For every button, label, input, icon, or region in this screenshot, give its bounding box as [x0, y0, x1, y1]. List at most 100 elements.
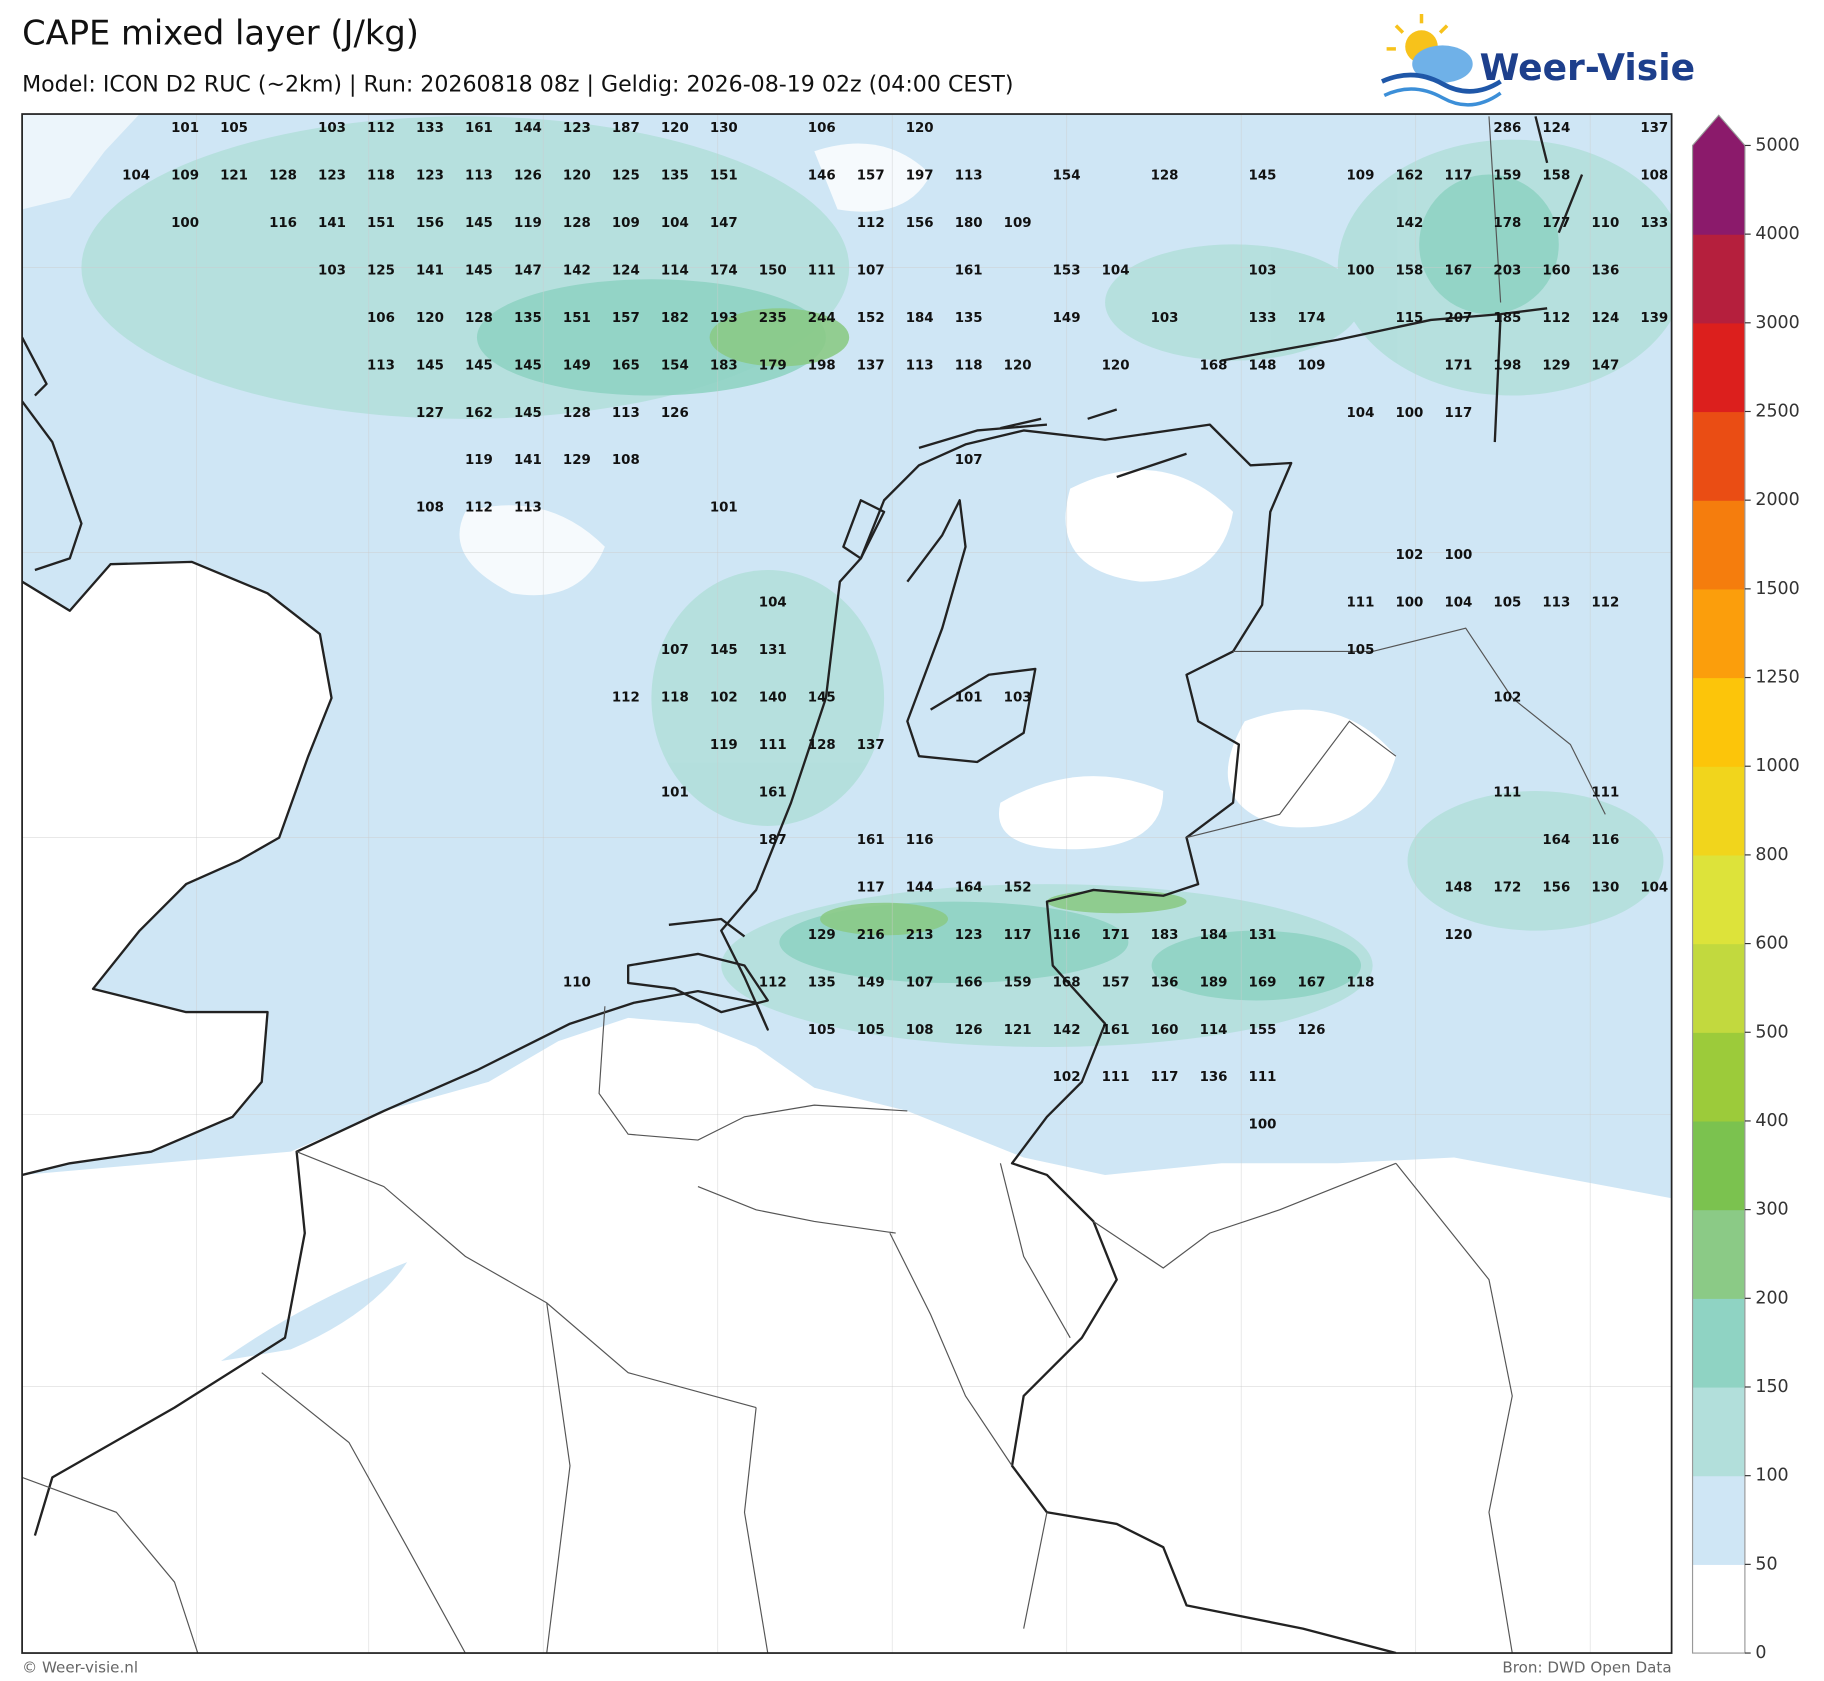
cape-label: 127 — [416, 406, 444, 421]
cape-label: 140 — [759, 691, 787, 706]
colorbar-tick-label: 1500 — [1755, 579, 1799, 599]
cape-label: 144 — [906, 880, 934, 895]
colorbar-tick-label: 200 — [1755, 1288, 1788, 1308]
cape-label: 145 — [514, 406, 542, 421]
cape-label: 167 — [1298, 975, 1326, 990]
cape-label: 184 — [906, 311, 934, 326]
cape-label: 105 — [220, 121, 248, 136]
cape-label: 154 — [1053, 168, 1081, 183]
colorbar-segment — [1692, 500, 1745, 590]
colorbar-outline — [1691, 114, 1746, 1654]
cape-label: 179 — [759, 358, 787, 373]
colorbar-segment — [1692, 588, 1745, 679]
cape-label: 111 — [759, 738, 787, 753]
cape-label: 197 — [906, 168, 934, 183]
cape-label: 130 — [1591, 880, 1619, 895]
cape-label: 124 — [1591, 311, 1619, 326]
cape-label: 107 — [857, 263, 885, 278]
colorbar-tick-label: 4000 — [1755, 224, 1799, 244]
cape-label: 161 — [955, 263, 983, 278]
cape-label: 120 — [906, 121, 934, 136]
cape-label: 139 — [1640, 311, 1668, 326]
cape-label: 146 — [808, 168, 836, 183]
colorbar-tick-label: 100 — [1755, 1466, 1788, 1486]
cape-label: 102 — [1493, 691, 1521, 706]
cape-label: 161 — [465, 121, 493, 136]
cape-label: 113 — [955, 168, 983, 183]
cape-label: 113 — [514, 501, 542, 516]
cape-label: 107 — [661, 643, 689, 658]
cape-label: 117 — [1004, 928, 1032, 943]
cape-label: 128 — [1151, 168, 1179, 183]
cape-label: 117 — [857, 880, 885, 895]
cape-label: 118 — [367, 168, 395, 183]
cape-label: 203 — [1493, 263, 1521, 278]
cape-label: 161 — [857, 833, 885, 848]
cape-label: 100 — [1395, 406, 1423, 421]
cape-label: 126 — [955, 1023, 983, 1038]
cape-label: 104 — [1346, 406, 1374, 421]
cape-label: 121 — [220, 168, 248, 183]
cape-label: 171 — [1444, 358, 1472, 373]
cape-label: 116 — [1053, 928, 1081, 943]
logo-text: Weer-Visie — [1480, 47, 1695, 89]
cape-label: 104 — [1102, 263, 1130, 278]
cape-label: 117 — [1444, 406, 1472, 421]
cape-label: 105 — [857, 1023, 885, 1038]
cape-label: 116 — [269, 216, 297, 231]
subtitle: Model: ICON D2 RUC (~2km) | Run: 2026081… — [22, 71, 1013, 97]
colorbar-tick-label: 600 — [1755, 934, 1788, 954]
cape-label: 157 — [612, 311, 640, 326]
cape-label: 104 — [1444, 596, 1472, 611]
cape-label: 120 — [661, 121, 689, 136]
cape-label: 147 — [1591, 358, 1619, 373]
cape-label: 107 — [906, 975, 934, 990]
cape-label: 183 — [710, 358, 738, 373]
colorbar-tick-label: 800 — [1755, 845, 1788, 865]
cape-label: 119 — [514, 216, 542, 231]
cape-label: 112 — [1591, 596, 1619, 611]
cape-label: 105 — [1346, 643, 1374, 658]
cape-label: 102 — [710, 691, 738, 706]
cape-label: 137 — [857, 358, 885, 373]
cape-label: 161 — [759, 785, 787, 800]
cape-label: 104 — [1640, 880, 1668, 895]
cape-label: 109 — [612, 216, 640, 231]
cape-label: 165 — [612, 358, 640, 373]
cape-label: 135 — [955, 311, 983, 326]
cape-label: 104 — [122, 168, 150, 183]
cape-label: 117 — [1444, 168, 1472, 183]
cape-label: 120 — [1004, 358, 1032, 373]
cape-label: 136 — [1591, 263, 1619, 278]
cape-label: 157 — [857, 168, 885, 183]
cape-label: 178 — [1493, 216, 1521, 231]
cape-label: 110 — [1591, 216, 1619, 231]
cape-label: 105 — [808, 1023, 836, 1038]
cape-label: 164 — [1542, 833, 1570, 848]
cape-label: 142 — [1053, 1023, 1081, 1038]
cape-label: 136 — [1151, 975, 1179, 990]
cape-label: 145 — [514, 358, 542, 373]
cape-label: 118 — [955, 358, 983, 373]
cape-label: 112 — [1542, 311, 1570, 326]
cape-label: 164 — [955, 880, 983, 895]
cape-label: 125 — [367, 263, 395, 278]
cape-label: 161 — [1102, 1023, 1130, 1038]
cape-label: 120 — [416, 311, 444, 326]
cape-label: 166 — [955, 975, 983, 990]
cape-label: 216 — [857, 928, 885, 943]
cape-label: 106 — [367, 311, 395, 326]
cape-label: 108 — [612, 453, 640, 468]
colorbar-tick-label: 500 — [1755, 1022, 1788, 1042]
cape-label: 130 — [710, 121, 738, 136]
cape-label: 145 — [416, 358, 444, 373]
cape-label: 185 — [1493, 311, 1521, 326]
cape-label: 152 — [857, 311, 885, 326]
cape-label: 189 — [1200, 975, 1228, 990]
cape-label: 141 — [514, 453, 542, 468]
cape-label: 147 — [710, 216, 738, 231]
cape-label: 141 — [318, 216, 346, 231]
cape-label: 145 — [808, 691, 836, 706]
cape-label: 142 — [563, 263, 591, 278]
cape-label: 129 — [808, 928, 836, 943]
